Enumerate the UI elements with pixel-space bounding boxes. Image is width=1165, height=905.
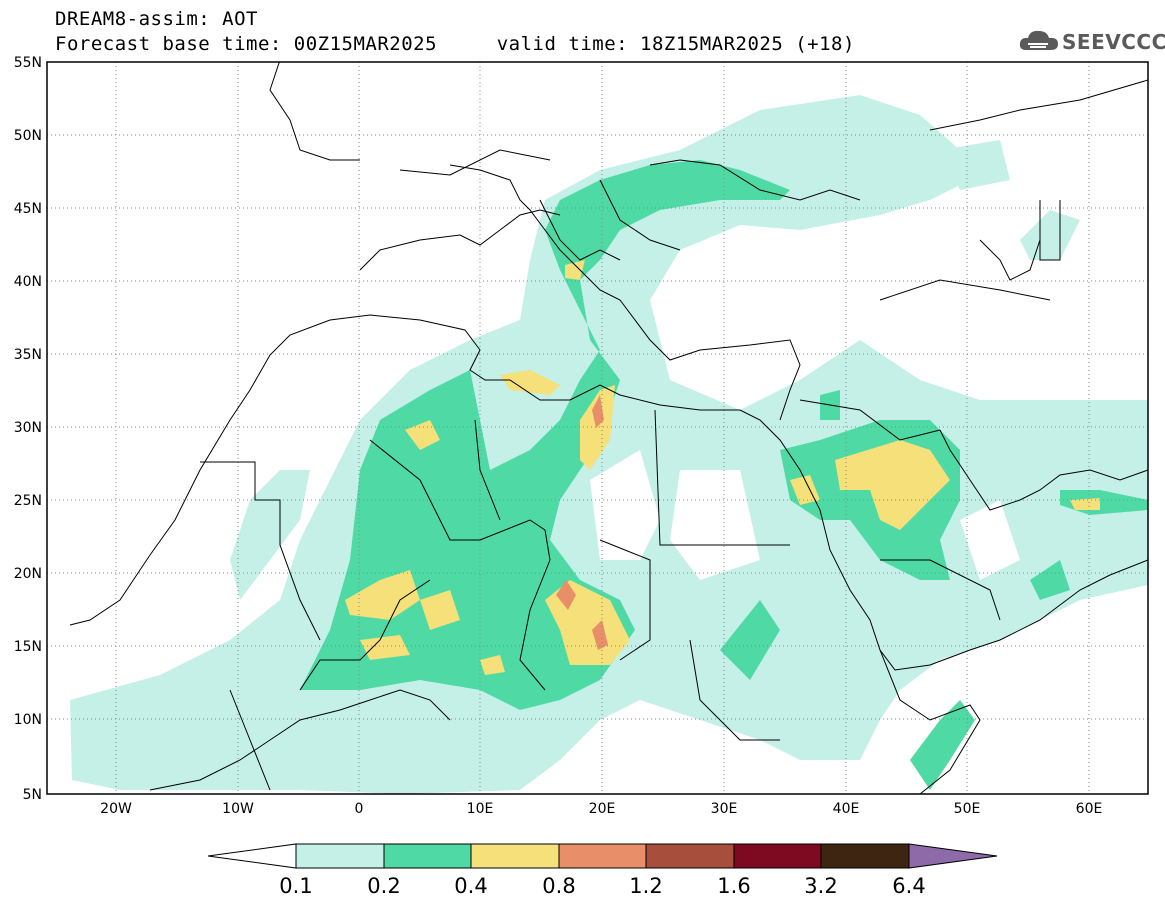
lon-label: 50E xyxy=(954,801,981,817)
colorbar-swatch xyxy=(470,843,560,869)
lon-label: 10W xyxy=(222,801,254,817)
colorbar-swatch xyxy=(820,843,910,869)
lat-label: 10N xyxy=(14,712,42,728)
lat-label: 25N xyxy=(14,493,42,509)
lat-label: 35N xyxy=(14,347,42,363)
colorbar-label: 6.4 xyxy=(892,874,925,898)
colorbar-swatch xyxy=(558,843,647,869)
lat-label: 30N xyxy=(14,420,42,436)
colorbar-label: 0.8 xyxy=(542,874,575,898)
aot-field xyxy=(70,95,1148,794)
longitude-axis: 20W 10W 0 10E 20E 30E 40E 50E 60E xyxy=(100,801,1102,817)
colorbar-swatch xyxy=(645,843,735,869)
aot-clear-areas xyxy=(180,240,1020,580)
colorbar-swatch xyxy=(733,843,822,869)
lon-label: 20W xyxy=(100,801,132,817)
aot-level-0.8 xyxy=(556,395,608,650)
lat-label: 15N xyxy=(14,639,42,655)
lon-label: 0 xyxy=(355,801,364,817)
lat-label: 5N xyxy=(23,787,42,803)
seevccc-logo: SEEVCCC xyxy=(1018,26,1165,58)
map-title: DREAM8-assim: AOT xyxy=(55,8,258,30)
colorbar-label: 0.1 xyxy=(279,874,312,898)
forecast-time-line: Forecast base time: 00Z15MAR2025 valid t… xyxy=(55,33,855,55)
colorbar-label: 0.2 xyxy=(367,874,400,898)
map-frame xyxy=(46,61,1149,795)
colorbar-label: 0.4 xyxy=(454,874,487,898)
latitude-axis: 55N 50N 45N 40N 35N 30N 25N 20N 15N 10N … xyxy=(14,55,42,803)
colorbar-label: 1.2 xyxy=(629,874,662,898)
lat-label: 55N xyxy=(14,55,42,71)
colorbar-label: 1.6 xyxy=(717,874,750,898)
colorbar: 0.1 0.2 0.4 0.8 1.2 1.6 3.2 6.4 xyxy=(207,843,998,898)
lon-label: 40E xyxy=(833,801,860,817)
lon-label: 30E xyxy=(711,801,738,817)
cloud-icon xyxy=(1019,30,1058,50)
lat-label: 50N xyxy=(14,128,42,144)
lon-label: 60E xyxy=(1076,801,1103,817)
country-borders xyxy=(200,149,1061,791)
colorbar-low-arrow xyxy=(207,843,297,869)
lat-label: 45N xyxy=(14,201,42,217)
colorbar-swatch xyxy=(295,843,385,869)
lon-label: 20E xyxy=(589,801,616,817)
coastlines xyxy=(69,62,1148,794)
logo-text: SEEVCCC xyxy=(1062,30,1165,54)
colorbar-swatch xyxy=(383,843,472,869)
lat-label: 20N xyxy=(14,566,42,582)
colorbar-label: 3.2 xyxy=(804,874,837,898)
colorbar-high-arrow xyxy=(908,843,998,869)
lat-label: 40N xyxy=(14,274,42,290)
lon-label: 10E xyxy=(467,801,494,817)
